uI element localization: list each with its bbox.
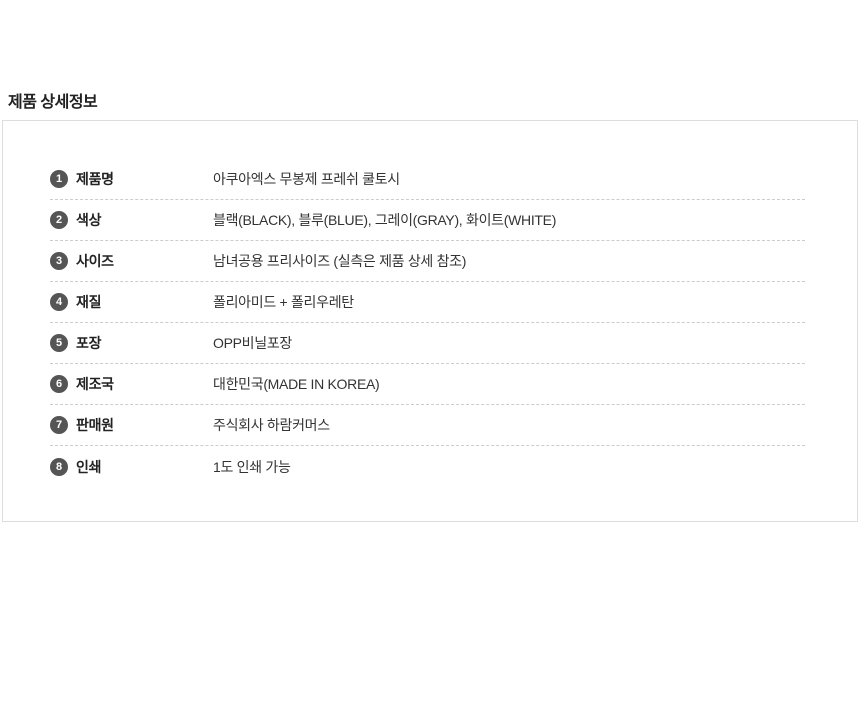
product-detail-table: 1 제품명 아쿠아엑스 무봉제 프레쉬 쿨토시 2 색상 블랙(BLACK), … bbox=[2, 120, 858, 522]
row-label: 판매원 bbox=[76, 417, 114, 433]
row-value: OPP비닐포장 bbox=[213, 335, 292, 351]
row-value: 폴리아미드 + 폴리우레탄 bbox=[213, 294, 354, 310]
table-row: 4 재질 폴리아미드 + 폴리우레탄 bbox=[50, 282, 805, 323]
table-row: 1 제품명 아쿠아엑스 무봉제 프레쉬 쿨토시 bbox=[50, 159, 805, 200]
row-label: 포장 bbox=[76, 335, 102, 351]
row-value: 주식회사 하람커머스 bbox=[213, 417, 330, 433]
table-row: 2 색상 블랙(BLACK), 블루(BLUE), 그레이(GRAY), 화이트… bbox=[50, 200, 805, 241]
table-row: 3 사이즈 남녀공용 프리사이즈 (실측은 제품 상세 참조) bbox=[50, 241, 805, 282]
row-number-badge: 1 bbox=[50, 170, 68, 188]
row-number-badge: 5 bbox=[50, 334, 68, 352]
row-number: 2 bbox=[55, 214, 63, 226]
row-value: 대한민국(MADE IN KOREA) bbox=[213, 376, 380, 392]
row-number: 4 bbox=[55, 296, 63, 308]
row-label: 색상 bbox=[76, 212, 102, 228]
row-value: 남녀공용 프리사이즈 (실측은 제품 상세 참조) bbox=[213, 253, 467, 269]
row-number-badge: 4 bbox=[50, 293, 68, 311]
row-value: 블랙(BLACK), 블루(BLUE), 그레이(GRAY), 화이트(WHIT… bbox=[213, 212, 557, 228]
table-row: 6 제조국 대한민국(MADE IN KOREA) bbox=[50, 364, 805, 405]
page-title: 제품 상세정보 bbox=[8, 94, 98, 111]
row-value: 아쿠아엑스 무봉제 프레쉬 쿨토시 bbox=[213, 171, 400, 187]
row-number-badge: 6 bbox=[50, 375, 68, 393]
row-label: 인쇄 bbox=[76, 458, 102, 475]
row-number: 5 bbox=[55, 337, 63, 349]
row-number-badge: 2 bbox=[50, 211, 68, 229]
row-number: 1 bbox=[55, 173, 63, 185]
row-value: 1도 인쇄 가능 bbox=[213, 458, 291, 475]
row-label: 사이즈 bbox=[76, 253, 114, 269]
row-label: 제조국 bbox=[76, 376, 114, 392]
table-row: 5 포장 OPP비닐포장 bbox=[50, 323, 805, 364]
table-row: 8 인쇄 1도 인쇄 가능 bbox=[50, 446, 805, 487]
row-number-badge: 3 bbox=[50, 252, 68, 270]
row-number: 7 bbox=[55, 419, 63, 431]
row-number-badge: 8 bbox=[50, 457, 68, 476]
row-label: 재질 bbox=[76, 294, 102, 310]
row-label: 제품명 bbox=[76, 171, 114, 187]
table-row: 7 판매원 주식회사 하람커머스 bbox=[50, 405, 805, 446]
row-number: 8 bbox=[55, 460, 63, 473]
row-number-badge: 7 bbox=[50, 416, 68, 434]
row-number: 6 bbox=[55, 378, 63, 390]
row-number: 3 bbox=[55, 255, 63, 267]
product-detail-page: { "page": { "title": "제품 상세정보" }, "color… bbox=[0, 93, 860, 715]
